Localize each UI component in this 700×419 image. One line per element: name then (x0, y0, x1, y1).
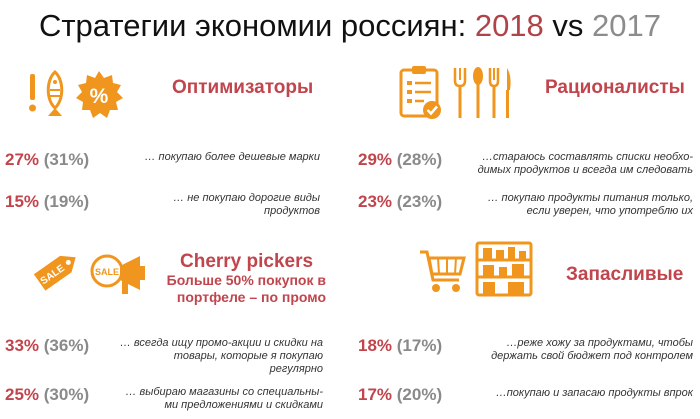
value-2017: (30%) (43, 385, 90, 404)
cherry-subtitle: Больше 50% покупок в портфеле – по промо (166, 272, 326, 305)
hoarders-item-2-desc: …покупаю и запасаю продукты впрок (495, 387, 693, 399)
cherry-title: Cherry pickers (180, 251, 314, 272)
title-main: Стратегии экономии россиян: (38, 8, 467, 43)
title-year-2018: 2018 (474, 8, 544, 43)
value-2017: (31%) (43, 150, 90, 169)
exclamation-fish-icon (29, 70, 64, 116)
hoarders-item-2-pct: 17% (20%) (358, 385, 442, 405)
hoarders-item-1-desc: …реже хожу за продуктами, чтобы держать … (491, 337, 693, 362)
value-2017: (23%) (396, 192, 443, 211)
rationalists-item-2-pct: 23% (23%) (358, 192, 442, 212)
value-2017: (17%) (396, 336, 443, 355)
percent-badge-icon: % (76, 71, 123, 118)
cherry-item-1-desc: … всегда ищу промо-акции и скидки на тов… (119, 337, 323, 375)
value-2018: 27% (5, 150, 40, 169)
optimizers-item-2-desc: … не покупаю дорогие виды продуктов (173, 192, 320, 217)
value-2017: (20%) (396, 385, 443, 404)
value-2017: (19%) (43, 192, 90, 211)
cherry-item-2-pct: 25% (30%) (5, 385, 89, 405)
value-2018: 29% (358, 150, 393, 169)
svg-text:%: % (90, 85, 109, 108)
rationalists-title: Рационалисты (545, 77, 685, 98)
value-2018: 18% (358, 336, 393, 355)
value-2018: 25% (5, 385, 40, 404)
value-2018: 17% (358, 385, 393, 404)
rationalists-item-1-pct: 29% (28%) (358, 150, 442, 170)
optimizers-item-2-pct: 15% (19%) (5, 192, 89, 212)
rationalists-item-2-desc: … покупаю продукты питания только, если … (487, 192, 694, 217)
hoarders-title: Запасливые (566, 264, 684, 285)
optimizers-item-1-pct: 27% (31%) (5, 150, 89, 170)
sale-tag-icon: SALE (33, 255, 76, 291)
pantry-shelf-icon (475, 241, 533, 297)
value-2017: (36%) (43, 336, 90, 355)
optimizers-title: Оптимизаторы (172, 77, 314, 98)
page-title: Стратегии экономии россиян: 2018 vs 2017 (0, 8, 700, 44)
shopping-cart-icon (420, 250, 466, 292)
rationalists-item-1-desc: …стараюсь составлять списки необхо- димы… (477, 151, 693, 176)
value-2017: (28%) (396, 150, 443, 169)
optimizers-item-1-desc: … покупаю более дешевые марки (144, 151, 320, 163)
cherry-item-1-pct: 33% (36%) (5, 336, 89, 356)
value-2018: 23% (358, 192, 393, 211)
checklist-clipboard-icon (399, 66, 441, 119)
cutlery-icon (453, 67, 511, 118)
hoarders-item-1-pct: 18% (17%) (358, 336, 442, 356)
value-2018: 15% (5, 192, 40, 211)
value-2018: 33% (5, 336, 40, 355)
title-year-2017: 2017 (592, 8, 662, 43)
sale-megaphone-icon: SALE (90, 254, 145, 294)
title-vs: vs (552, 8, 584, 43)
cherry-item-2-desc: … выбираю магазины со специальны- ми пре… (125, 386, 323, 411)
svg-text:SALE: SALE (95, 267, 119, 277)
